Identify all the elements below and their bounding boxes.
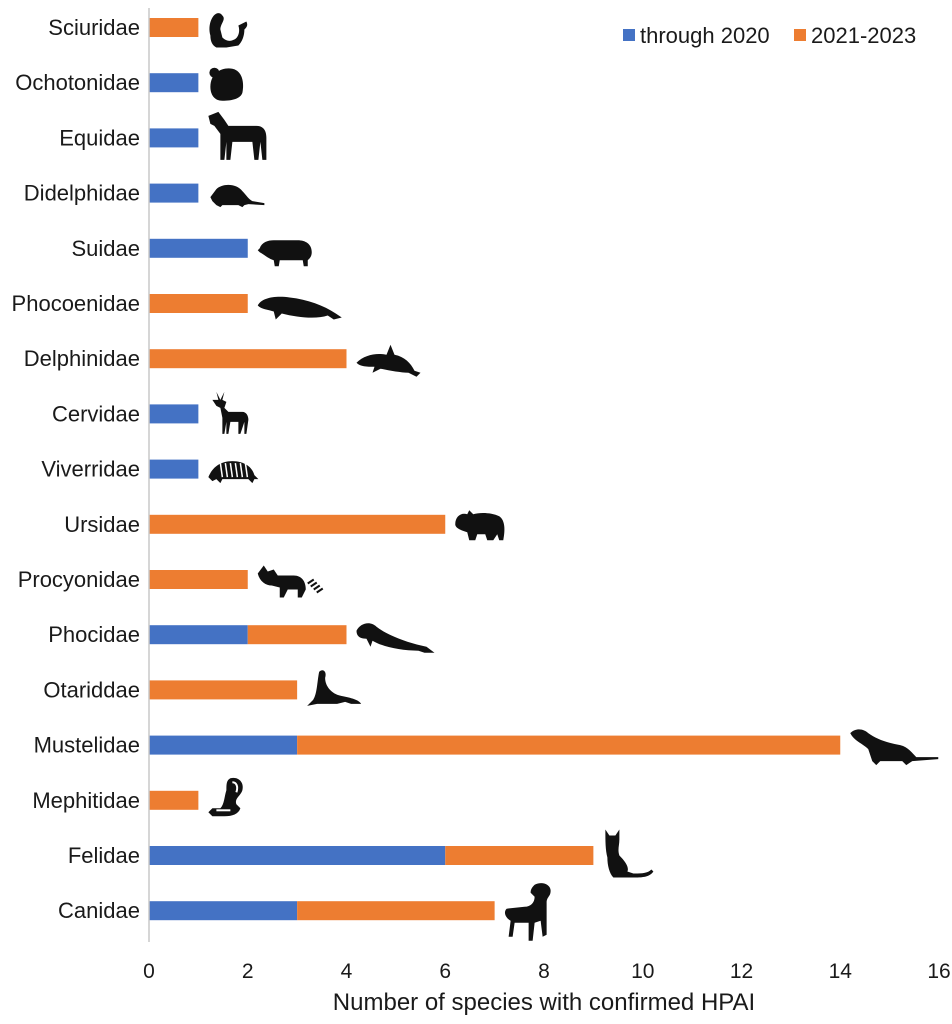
icons-layer: [208, 13, 939, 941]
category-label: Ursidae: [64, 512, 140, 537]
legend-label: 2021-2023: [811, 23, 916, 48]
bar-segment-through-2020: [149, 183, 199, 203]
porpoise-icon: [257, 296, 342, 320]
bar-segment-2021-2023: [297, 901, 495, 921]
bar-segment-through-2020: [149, 735, 298, 755]
bar-segment-2021-2023: [149, 294, 248, 313]
category-label: Felidae: [68, 843, 140, 868]
horse-icon: [208, 111, 267, 160]
x-tick-label: 6: [439, 960, 451, 983]
raccoon-icon: [257, 565, 324, 598]
x-tick-label: 14: [829, 960, 853, 983]
legend-swatch: [794, 29, 806, 41]
x-tick-label: 2: [242, 960, 254, 983]
category-label: Otariddae: [43, 677, 140, 702]
category-labels: Sciuridae Ochotonidae Equidae Didelphidae Su…: [12, 15, 140, 923]
bar-segment-through-2020: [149, 625, 248, 645]
category-label: Viverridae: [41, 457, 140, 482]
sea-lion-icon: [307, 670, 362, 706]
bar-segment-2021-2023: [149, 790, 199, 810]
bear-icon: [455, 510, 505, 541]
dog-icon: [504, 883, 551, 941]
pig-icon: [257, 240, 312, 267]
category-label: Phocoenidae: [12, 291, 140, 316]
bar-segment-2021-2023: [445, 846, 594, 865]
category-label: Mustelidae: [34, 733, 140, 758]
bar-segment-through-2020: [149, 846, 446, 865]
bar-segment-2021-2023: [149, 680, 298, 700]
cat-icon: [605, 829, 654, 878]
bar-segment-2021-2023: [247, 625, 347, 645]
category-label: Suidae: [71, 236, 140, 261]
category-label: Procyonidae: [18, 567, 140, 592]
legend-label: through 2020: [640, 23, 770, 48]
bar-segment-2021-2023: [297, 735, 841, 755]
x-axis-ticks: 0 2 4 6 8 10 12 14 16: [143, 960, 951, 983]
x-tick-label: 4: [341, 960, 353, 983]
x-tick-label: 12: [730, 960, 753, 983]
category-label: Ochotonidae: [15, 70, 140, 95]
bar-segment-2021-2023: [149, 18, 199, 37]
legend: through 2020 2021-2023: [623, 23, 916, 48]
ferret-icon: [850, 729, 939, 766]
bar-segment-through-2020: [149, 901, 298, 921]
opossum-icon: [210, 184, 265, 208]
category-label: Mephitidae: [32, 788, 140, 813]
category-label: Equidae: [59, 125, 140, 150]
bar-segment-2021-2023: [149, 514, 446, 534]
x-tick-label: 8: [538, 960, 550, 983]
seal-icon: [356, 623, 435, 653]
category-label: Delphinidae: [24, 346, 140, 371]
bar-segment-through-2020: [149, 73, 199, 93]
bar-segment-2021-2023: [149, 349, 347, 369]
pika-icon: [209, 67, 244, 101]
category-label: Didelphidae: [24, 181, 140, 206]
bar-segment-through-2020: [149, 459, 199, 479]
squirrel-icon: [209, 13, 248, 48]
category-label: Canidae: [58, 898, 140, 923]
bar-segment-through-2020: [149, 238, 248, 258]
bars-layer: [149, 18, 841, 921]
bar-segment-through-2020: [149, 404, 199, 424]
x-tick-label: 10: [631, 960, 654, 983]
skunk-icon: [208, 777, 243, 817]
dolphin-icon: [356, 344, 421, 377]
x-tick-label: 16: [927, 960, 950, 983]
deer-icon: [212, 391, 249, 434]
bar-segment-2021-2023: [149, 570, 248, 589]
category-label: Sciuridae: [48, 15, 140, 40]
bar-segment-through-2020: [149, 128, 199, 148]
civet-icon: [208, 461, 259, 484]
category-label: Phocidae: [48, 622, 140, 647]
category-label: Cervidae: [52, 401, 140, 426]
legend-swatch: [623, 29, 635, 41]
x-tick-label: 0: [143, 960, 155, 983]
x-axis-title: Number of species with confirmed HPAI: [333, 989, 755, 1016]
